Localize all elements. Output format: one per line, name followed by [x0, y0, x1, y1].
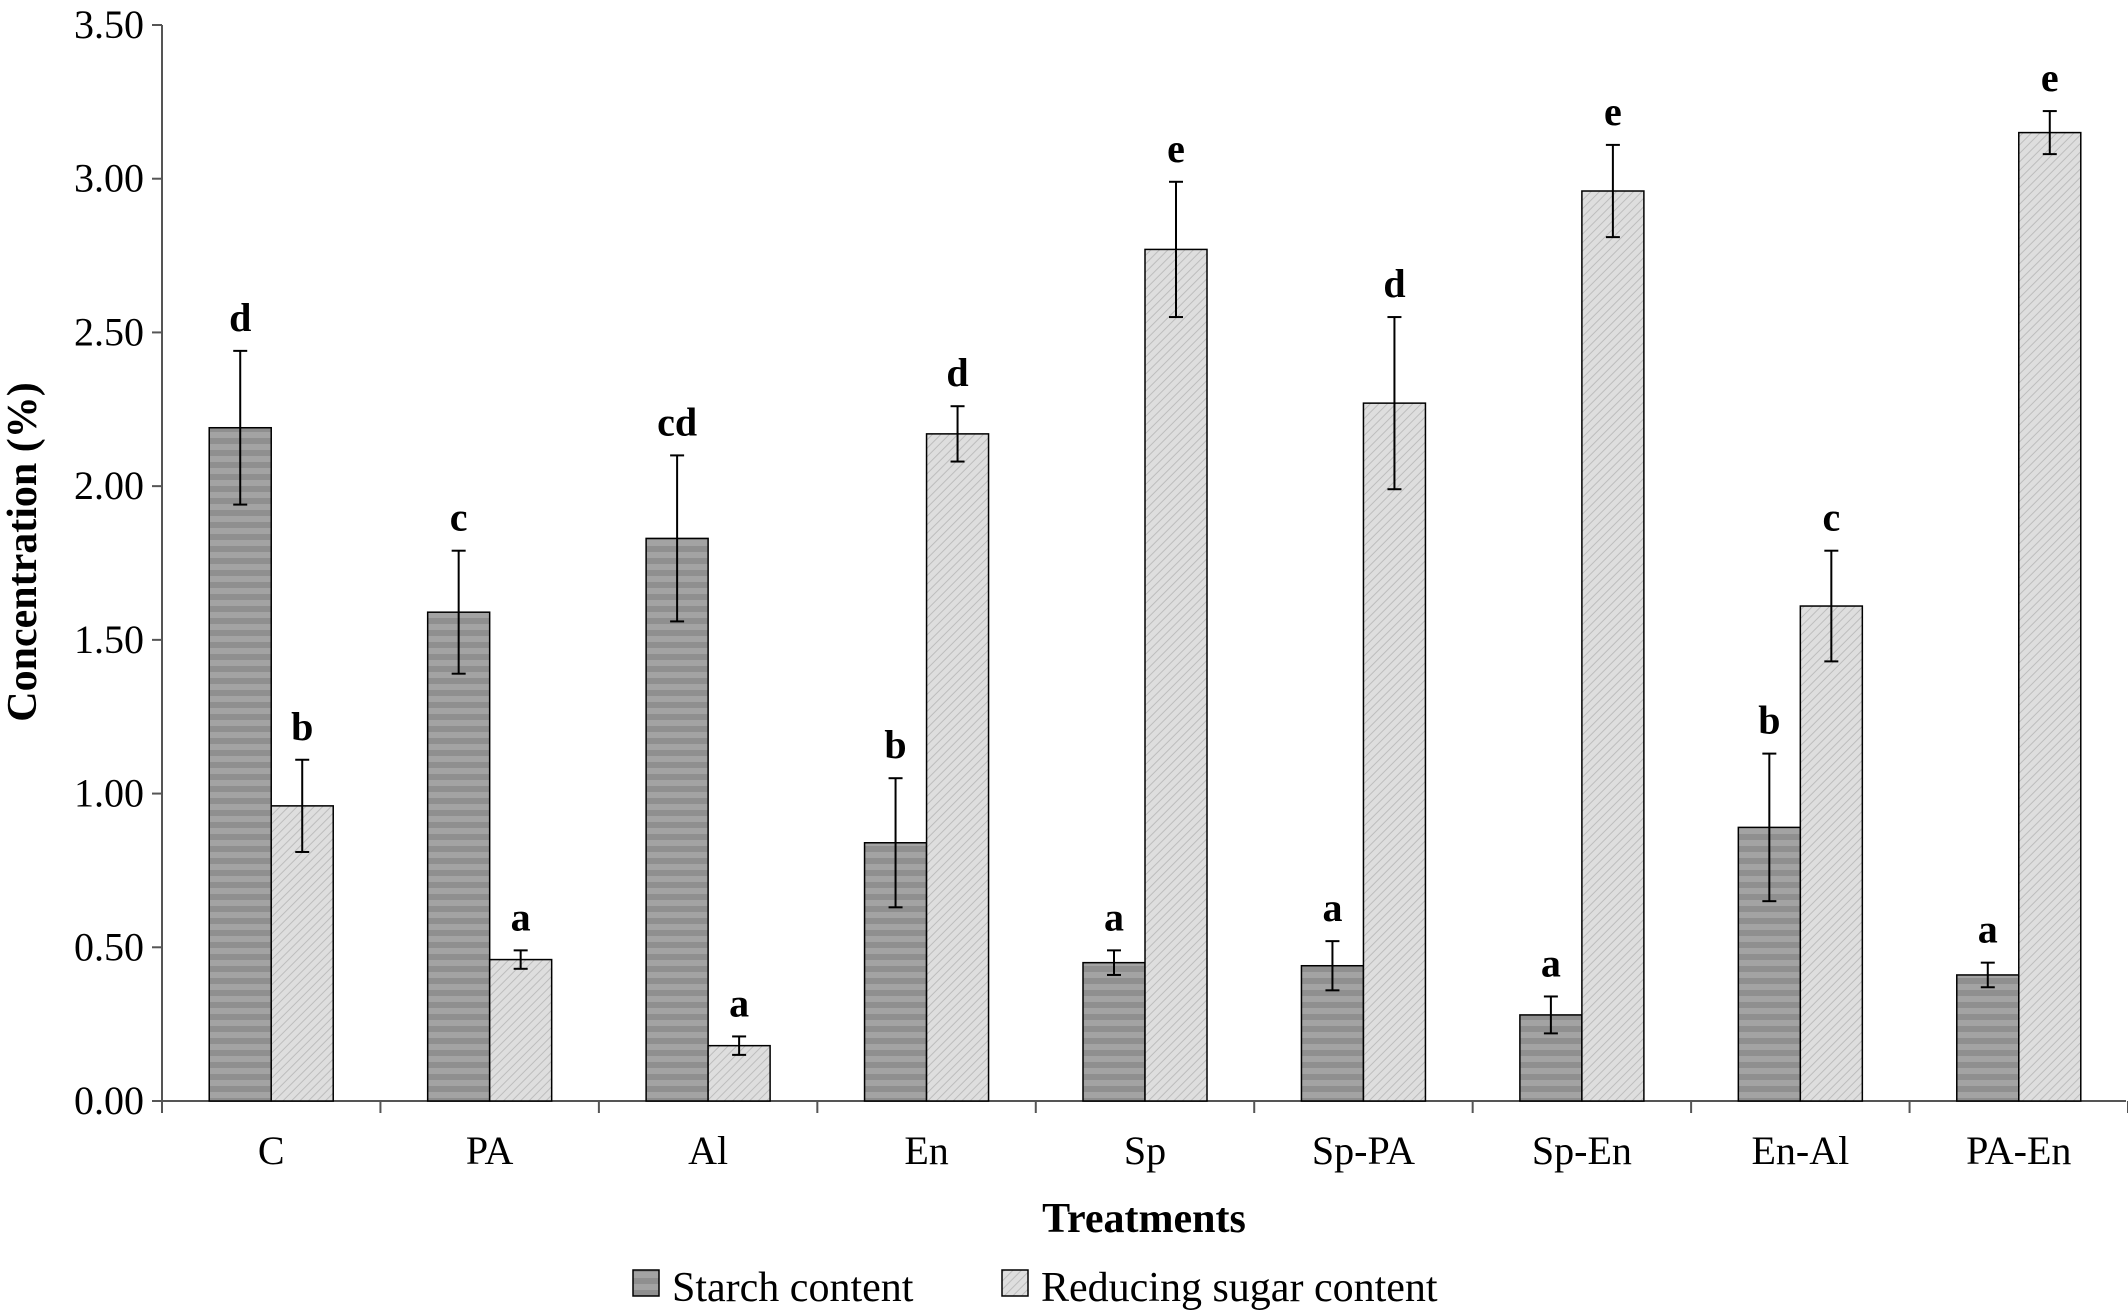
bars-group: d b c a cd a b d a e a d a e b c a e: [208, 55, 2082, 1102]
bar-sugar: [270, 805, 334, 1102]
x-tick-label: En: [904, 1128, 948, 1173]
x-tick-label: PA: [466, 1128, 514, 1173]
significance-label-starch: a: [1978, 907, 1998, 952]
legend-swatch-sugar: [1001, 1269, 1029, 1297]
x-tick-label: C: [258, 1128, 285, 1173]
x-tick-label: Sp-PA: [1312, 1128, 1415, 1173]
legend: Starch content Reducing sugar content: [632, 1265, 1438, 1311]
significance-label-starch: a: [1541, 940, 1561, 985]
y-tick-label: 2.50: [74, 309, 144, 354]
bar-starch: [426, 611, 491, 1102]
significance-label-sugar: b: [291, 704, 313, 749]
x-tick-label: Sp: [1124, 1128, 1166, 1173]
significance-label-sugar: a: [511, 894, 531, 939]
bar-sugar: [925, 433, 990, 1102]
y-tick-label: 2.00: [74, 463, 144, 508]
significance-label-starch: b: [884, 722, 906, 767]
bar-starch: [645, 537, 709, 1102]
legend-swatch-starch: [632, 1269, 660, 1297]
significance-label-starch: a: [1322, 885, 1342, 930]
significance-label-starch: a: [1104, 894, 1124, 939]
x-axis-title: Treatments: [1042, 1196, 1246, 1242]
bar-sugar: [2018, 131, 2082, 1102]
x-tick-label: PA-En: [1966, 1128, 2071, 1173]
y-tick-label: 0.00: [74, 1078, 144, 1123]
bar-sugar: [488, 958, 553, 1102]
y-axis-title: Concentration (%): [0, 382, 46, 721]
significance-label-sugar: a: [729, 980, 749, 1025]
bar-starch: [208, 426, 272, 1102]
significance-label-sugar: e: [1167, 126, 1185, 171]
x-axis: C PA Al En Sp Sp-PA Sp-En En-Al PA-En: [161, 1100, 2128, 1173]
significance-label-sugar: e: [2041, 55, 2059, 100]
y-tick-label: 1.50: [74, 617, 144, 662]
y-axis: 0.00 0.50 1.00 1.50 2.00 2.50 3.00 3.50: [74, 2, 163, 1123]
significance-label-starch: c: [450, 495, 468, 540]
bar-sugar: [1799, 605, 1864, 1102]
bar-sugar: [1581, 190, 1645, 1102]
significance-label-sugar: e: [1604, 89, 1622, 134]
y-tick-label: 1.00: [74, 771, 144, 816]
y-tick-label: 0.50: [74, 924, 144, 969]
y-tick-label: 3.50: [74, 2, 144, 47]
x-tick-label: Sp-En: [1532, 1128, 1632, 1173]
significance-label-sugar: d: [1383, 261, 1405, 306]
bar-starch: [1956, 974, 2020, 1102]
significance-label-starch: d: [229, 295, 251, 340]
x-tick-label: En-Al: [1751, 1128, 1849, 1173]
legend-label-sugar: Reducing sugar content: [1041, 1265, 1438, 1311]
significance-label-sugar: d: [946, 350, 968, 395]
legend-label-starch: Starch content: [672, 1265, 914, 1311]
x-tick-label: Al: [688, 1128, 728, 1173]
y-tick-label: 3.00: [74, 156, 144, 201]
significance-label-starch: b: [1758, 698, 1780, 743]
bar-starch: [1082, 961, 1146, 1102]
significance-label-sugar: c: [1822, 495, 1840, 540]
bar-sugar: [1362, 402, 1427, 1102]
bar-sugar: [1144, 248, 1208, 1102]
significance-label-starch: cd: [657, 399, 697, 444]
